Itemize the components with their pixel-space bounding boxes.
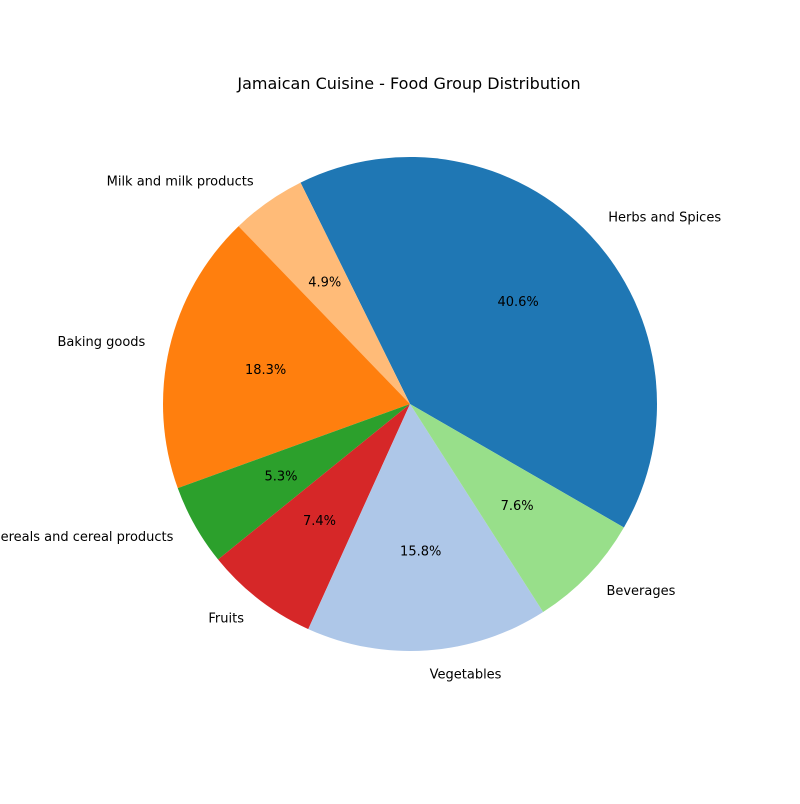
pie-slice-fruits [218,404,410,630]
pie-slice-milk-and-milk-products [238,182,410,404]
pie-slice-cereals-and-cereal-products [177,404,410,560]
slice-value-milk-and-milk-products: 4.9% [308,275,341,290]
chart-title: Jamaican Cuisine - Food Group Distributi… [236,74,580,93]
pie-labels: Herbs and Spices 40.6% Milk and milk produ… [0,174,721,682]
pie-slice-baking-goods [163,226,410,489]
slice-value-herbs-and-spices: 40.6% [497,295,538,310]
slice-label-milk-and-milk-products: Milk and milk products [107,174,254,189]
slice-label-herbs-and-spices: Herbs and Spices [608,211,721,226]
pie-slice-vegetables [308,404,544,651]
pie-slices [163,157,658,651]
slice-label-baking-goods: Baking goods [57,335,145,350]
slice-label-beverages: Beverages [606,584,675,599]
slice-value-vegetables: 15.8% [400,544,441,559]
pie-slice-beverages [410,404,624,613]
slice-value-cereals-and-cereal-products: 5.3% [264,469,297,484]
slice-value-baking-goods: 18.3% [245,363,286,378]
slice-label-fruits: Fruits [208,612,244,627]
slice-label-cereals-and-cereal-products: Cereals and cereal products [0,530,174,545]
slice-value-beverages: 7.6% [501,499,534,514]
slice-label-vegetables: Vegetables [430,667,502,682]
pie-slice-herbs-and-spices [300,157,658,528]
slice-value-fruits: 7.4% [303,514,336,529]
